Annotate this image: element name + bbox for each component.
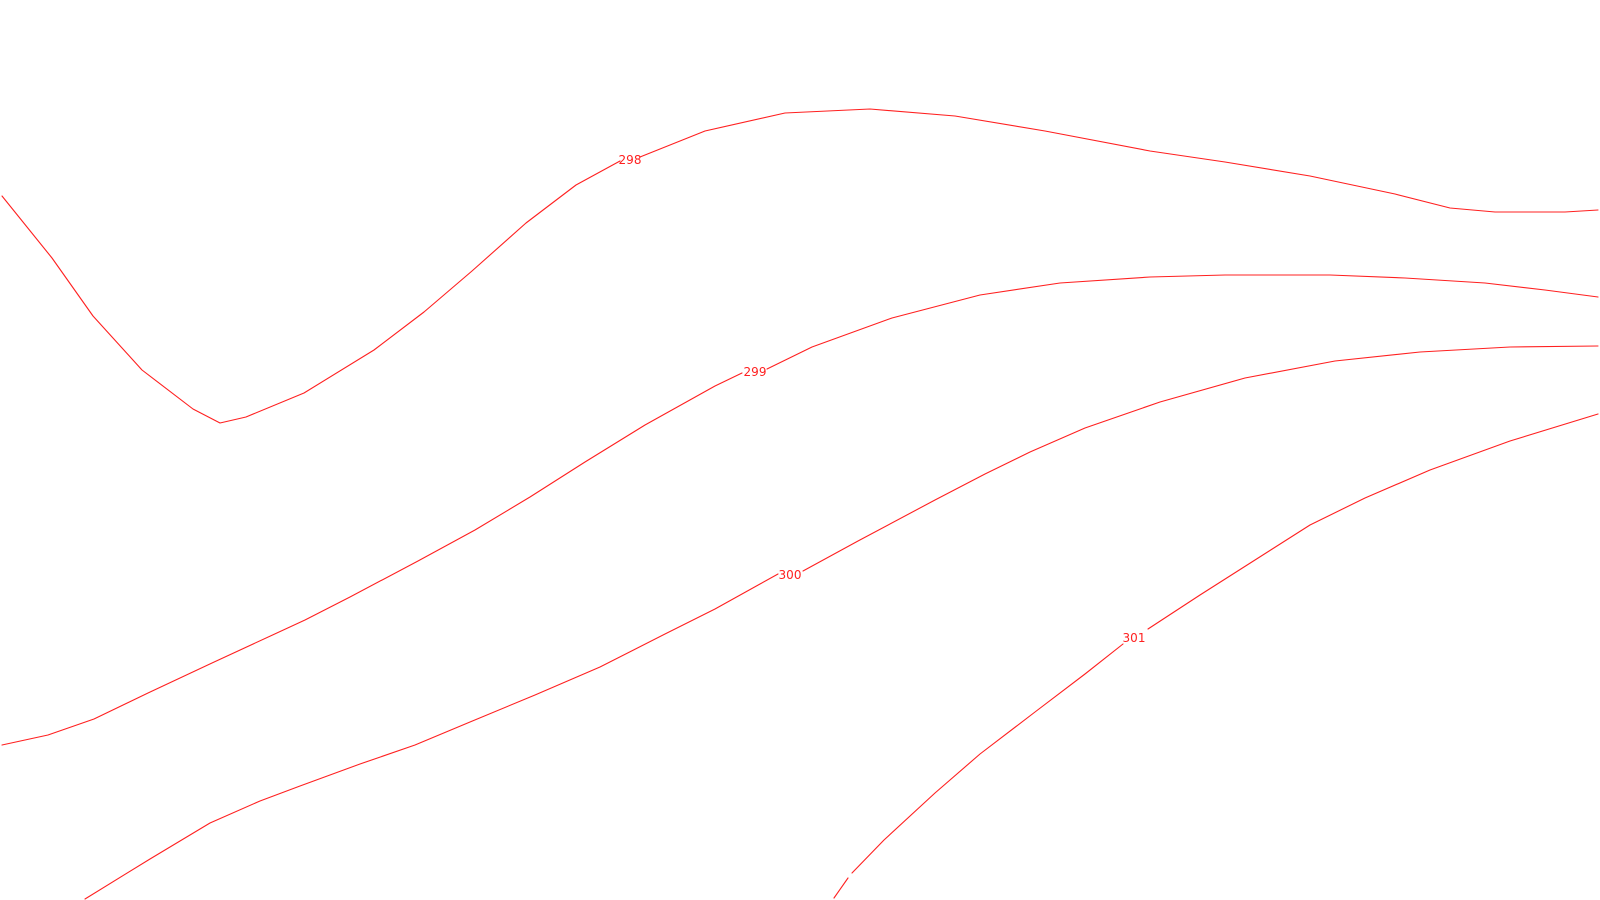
contour-298: 298 [1,108,1599,424]
contour-label-301: 301 [1123,631,1146,645]
contour-line-299 [1,274,1599,746]
contour-300: 300 [84,345,1599,900]
contour-label-298: 298 [619,153,642,167]
contour-line-298 [1,108,1599,424]
contour-299: 299 [1,274,1599,746]
contour-line-300 [84,345,1599,900]
contour-label-299: 299 [744,365,767,379]
contour-301: 301 [833,413,1599,899]
contour-line-301 [833,413,1599,899]
contour-label-300: 300 [779,568,802,582]
